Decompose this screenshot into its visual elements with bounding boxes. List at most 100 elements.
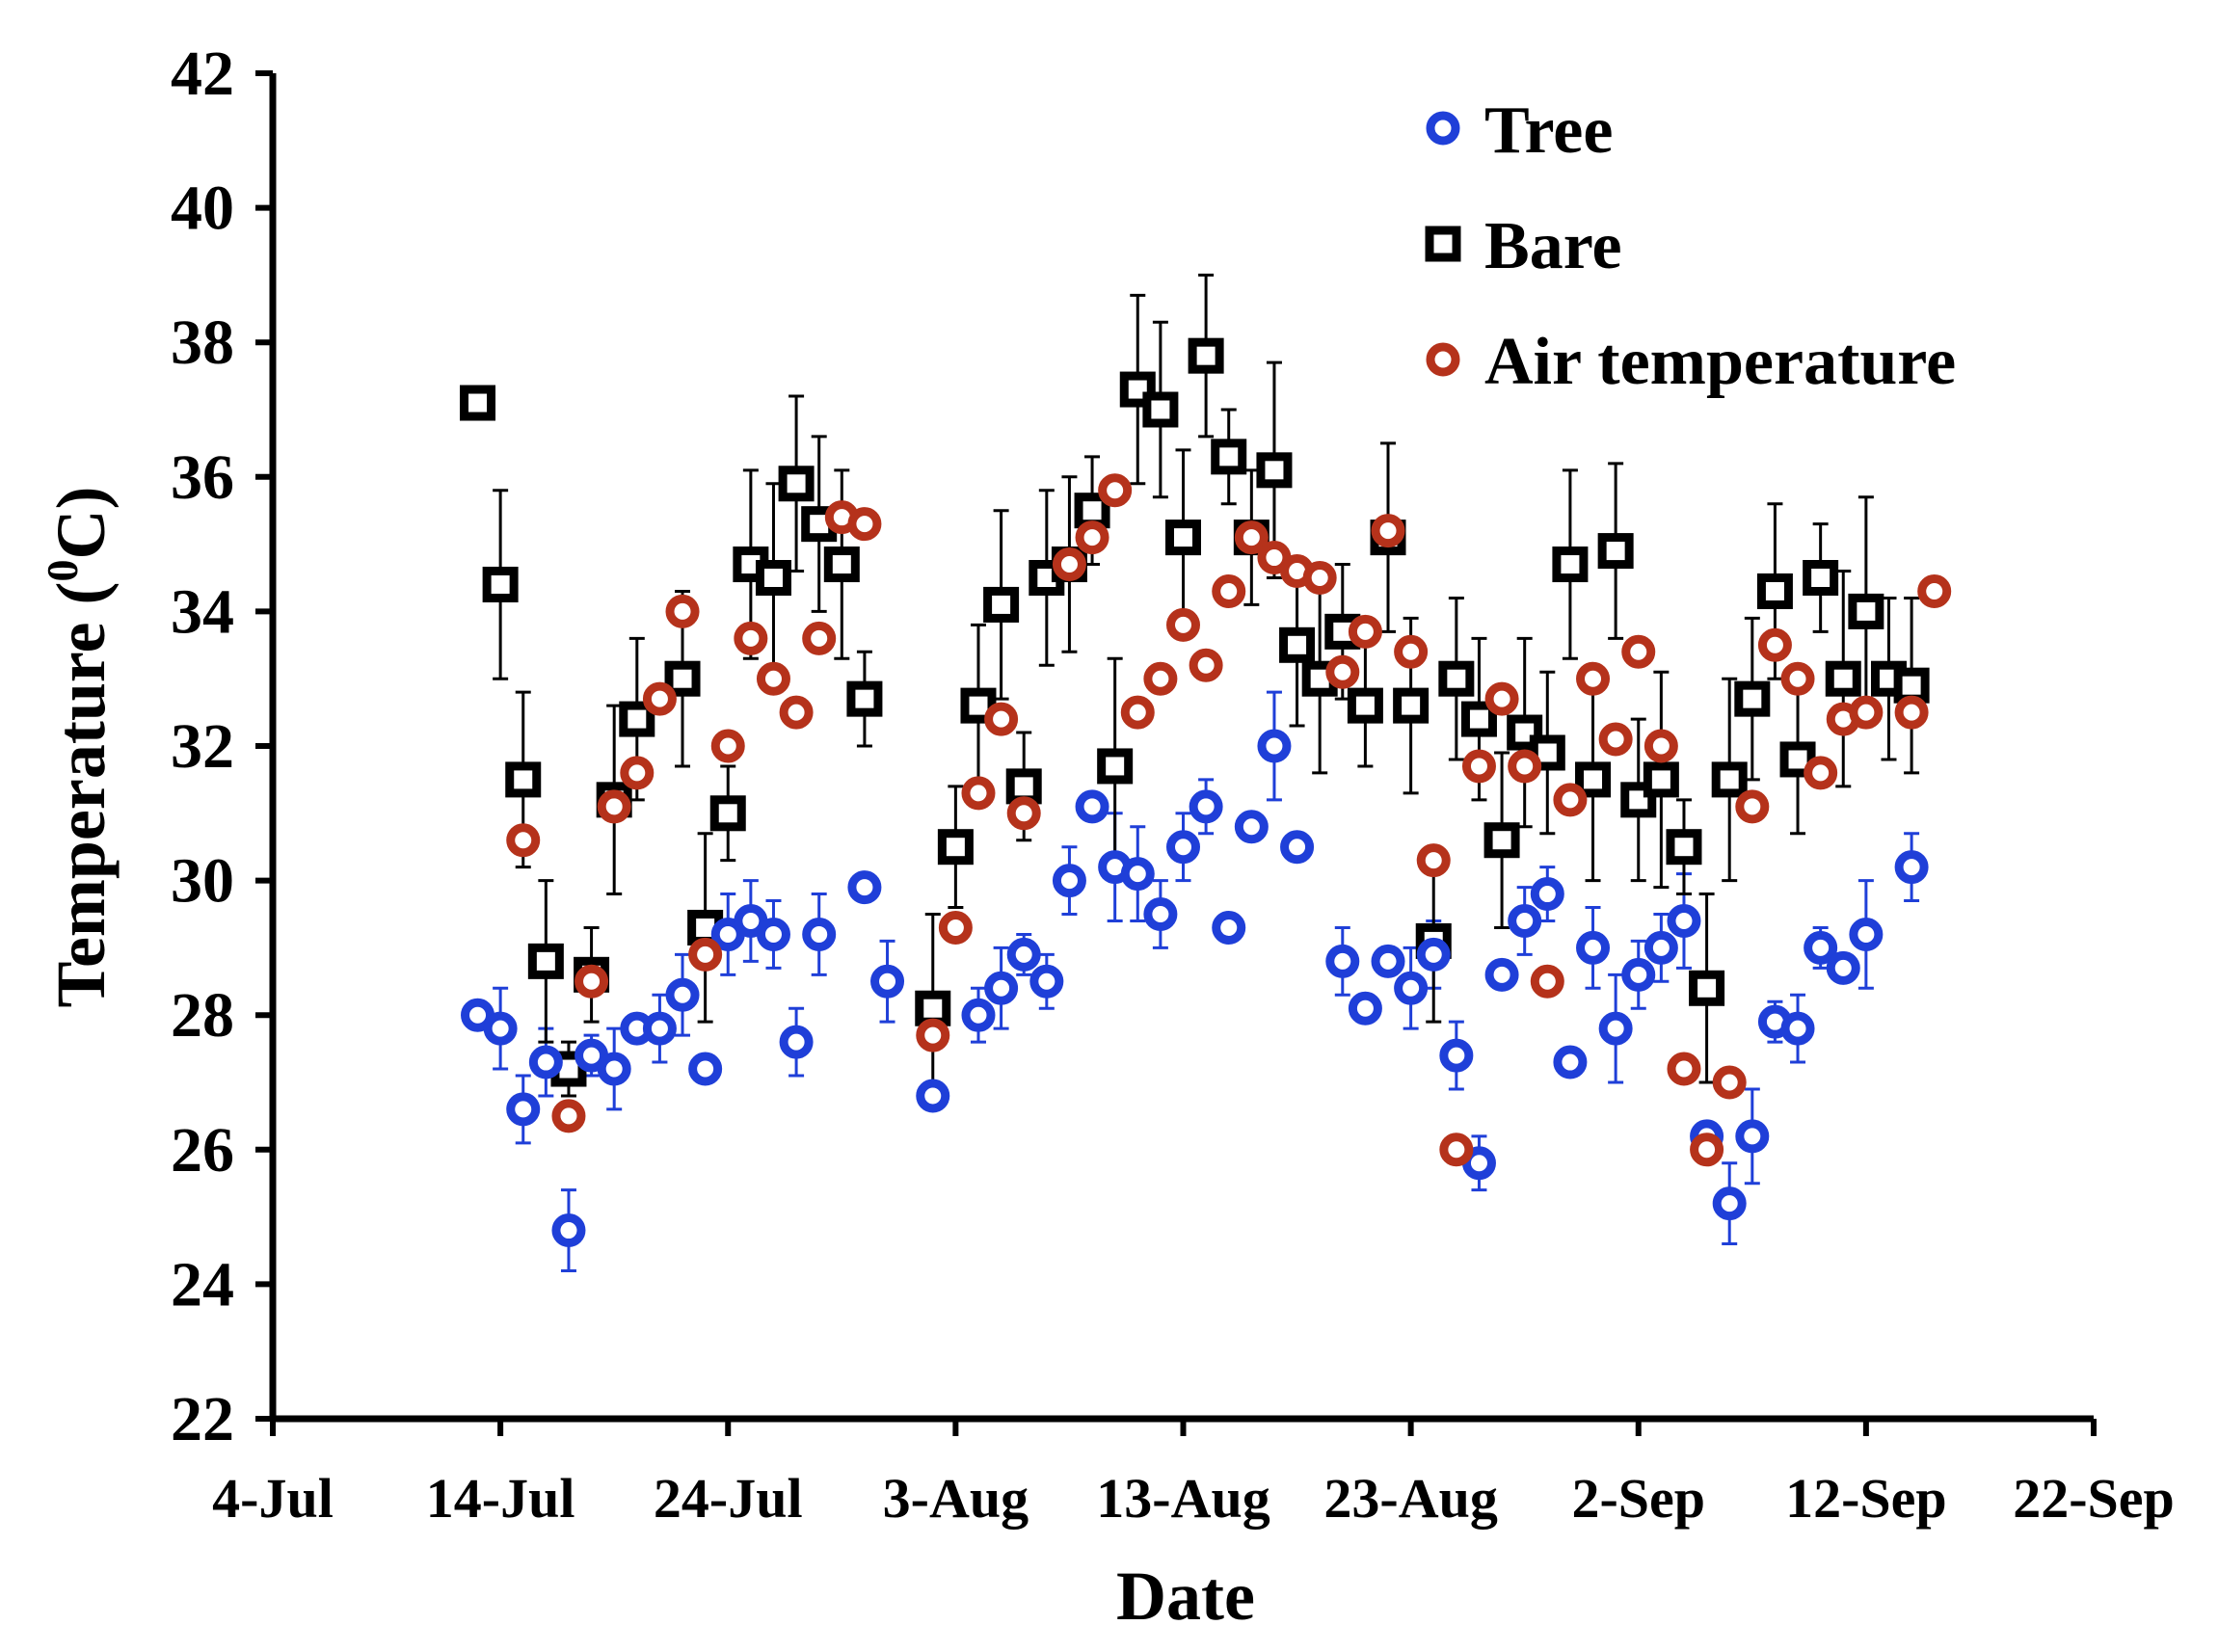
air-temperature-marker — [1212, 573, 1246, 608]
air-temperature-marker — [1530, 964, 1564, 999]
air-temperature-marker — [734, 621, 768, 655]
air-temperature-marker — [984, 702, 1019, 736]
bare-marker — [527, 943, 564, 979]
y-axis-label: Temperature (0C) — [38, 487, 120, 1008]
tree-marker — [756, 917, 790, 951]
air-temperature-marker — [506, 823, 541, 858]
bare-marker — [1643, 761, 1679, 798]
tree-marker — [1461, 1146, 1496, 1181]
tree-marker — [597, 1052, 631, 1086]
air-temperature-marker — [1461, 749, 1496, 784]
tree-marker — [1826, 950, 1860, 985]
bare-marker — [1393, 687, 1430, 724]
bare-marker — [1734, 680, 1771, 717]
x-tick-label: 3-Aug — [883, 1467, 1029, 1530]
y-tick-label: 32 — [171, 711, 234, 782]
bare-marker — [709, 795, 746, 832]
tree-marker — [961, 998, 996, 1032]
tree-marker — [461, 998, 495, 1032]
tree-marker — [984, 971, 1019, 1005]
tree-marker — [575, 1038, 609, 1073]
x-axis-label: Date — [1116, 1558, 1255, 1635]
y-tick-label: 28 — [171, 980, 234, 1051]
air-temperature-marker — [756, 661, 790, 696]
bare-marker — [1211, 439, 1247, 475]
tree-marker — [1553, 1045, 1588, 1079]
air-temperature-marker — [1052, 547, 1086, 582]
x-tick-label: 23-Aug — [1323, 1467, 1497, 1530]
tree-marker — [710, 917, 745, 951]
bare-marker — [1347, 687, 1383, 724]
bare-marker — [915, 990, 951, 1026]
tree-marker — [1120, 857, 1155, 892]
air-temperature-marker — [575, 964, 609, 999]
y-tick-label: 40 — [171, 173, 234, 244]
air-temperature-marker — [642, 681, 677, 716]
tick-labels: 22 24 26 28 30 32 34 36 38 40 42 4-Jul 14-Jul 24-Jul 3… — [171, 39, 2175, 1530]
air-temperature-marker — [1917, 573, 1952, 608]
y-axis-label-unit: C) — [42, 487, 120, 560]
legend-label: Bare — [1484, 209, 1622, 283]
air-temperature-marker — [1849, 695, 1884, 730]
air-temperature-marker — [1780, 661, 1815, 696]
air-temperature-marker — [847, 507, 882, 542]
air-temperature-marker — [1006, 796, 1041, 831]
air-temperature-marker — [1257, 541, 1292, 575]
y-tick-label: 22 — [171, 1384, 234, 1454]
air-temperature-marker — [1371, 514, 1405, 548]
tree-marker — [1416, 937, 1451, 972]
air-temperature-marker — [1508, 749, 1542, 784]
tree-marker — [916, 1079, 950, 1113]
air-temperature-marker — [1439, 1132, 1474, 1167]
bare-marker — [1552, 546, 1589, 583]
bare-marker — [1483, 822, 1520, 859]
axes — [269, 73, 2094, 1423]
air-temperature-marker — [1690, 1132, 1724, 1167]
bare-marker — [1279, 626, 1316, 663]
air-temperature-marker — [1643, 729, 1678, 763]
tree-marker — [1325, 944, 1360, 978]
bare-marker — [664, 660, 701, 697]
bare-marker — [1893, 667, 1930, 704]
bare-marker — [1597, 533, 1634, 570]
tree-marker — [1280, 830, 1315, 865]
bare-marker — [1460, 701, 1497, 737]
air-temperature-marker — [665, 594, 700, 628]
bare-marker — [619, 701, 655, 737]
x-tick-label: 12-Sep — [1785, 1467, 1947, 1530]
tree-marker — [551, 1213, 586, 1248]
air-temperature-marker — [1348, 614, 1382, 649]
tree-marker — [1189, 789, 1223, 824]
ticks — [255, 70, 2097, 1436]
air-temperature-marker — [1098, 473, 1133, 508]
tree-marker — [1484, 957, 1519, 992]
bare-marker — [983, 586, 1020, 623]
tree-marker — [1166, 830, 1200, 865]
bare-marker — [1074, 493, 1110, 529]
tree-marker — [1598, 1011, 1633, 1046]
bare-marker — [1575, 761, 1612, 798]
air-temperature-marker — [688, 937, 723, 972]
tree-marker — [1439, 1038, 1474, 1073]
air-temperature-marker — [1416, 843, 1451, 878]
bare-marker — [1848, 593, 1884, 629]
air-temperature-marker — [1484, 681, 1519, 716]
legend-item: Air temperature — [1426, 325, 1956, 399]
bare-marker — [1005, 768, 1042, 805]
tree-marker — [1006, 937, 1041, 972]
bare-marker — [937, 829, 974, 866]
air-temperature-marker — [1712, 1065, 1747, 1100]
air-temperature-marker — [1598, 722, 1633, 757]
tree-marker — [1804, 930, 1838, 965]
tree-marker — [528, 1045, 563, 1079]
air-temperature-marker-legend — [1426, 342, 1460, 377]
tree-marker — [1576, 930, 1611, 965]
bare-marker — [778, 466, 815, 502]
tree-marker — [1234, 810, 1269, 844]
bare-marker — [505, 761, 542, 798]
air-temperature-marker — [1234, 520, 1269, 555]
air-temperature-marker — [710, 729, 745, 763]
tree-marker — [1643, 930, 1678, 965]
air-temperature-marker — [1894, 695, 1929, 730]
